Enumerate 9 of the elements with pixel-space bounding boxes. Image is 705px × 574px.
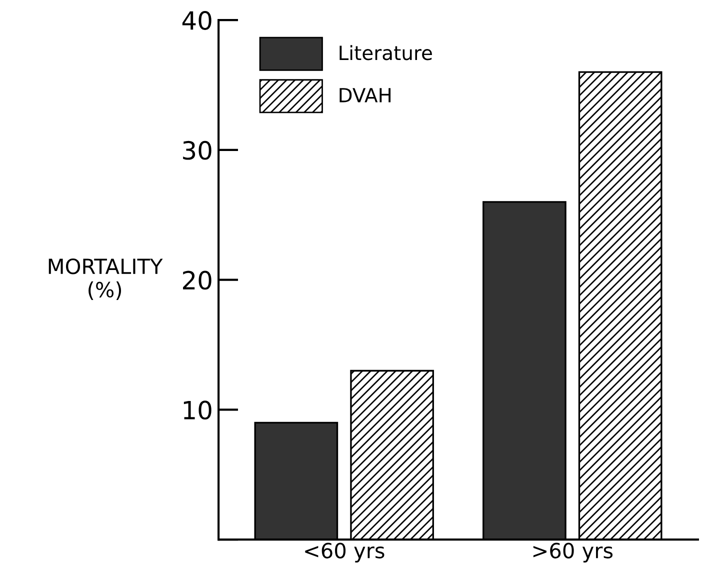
y-axis-title: MORTALITY (%) [48, 258, 163, 300]
y-tick-label: 30 [183, 140, 212, 160]
legend-label: Literature [340, 45, 432, 60]
x-tick-label: <60 yrs [305, 542, 384, 562]
y-tick-label: 10 [184, 400, 212, 420]
y-tick-label: 40 [182, 11, 212, 30]
y-tick-label: 20 [183, 270, 212, 290]
x-tick-label: >60 yrs [533, 542, 613, 562]
legend-label: DVAH [340, 88, 391, 102]
